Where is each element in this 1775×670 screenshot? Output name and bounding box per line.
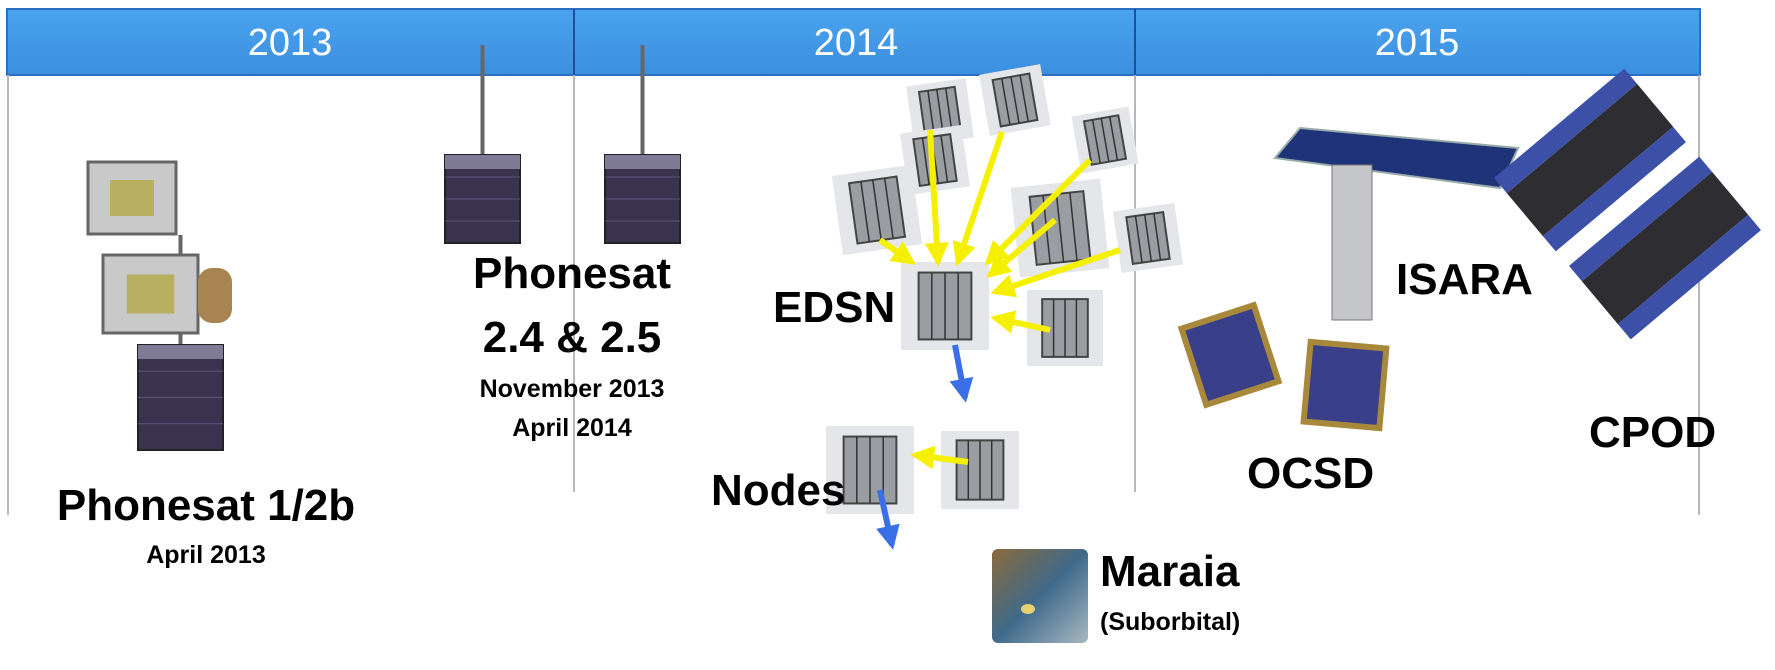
arrows (876, 129, 1121, 550)
cubesat-panel (1010, 76, 1020, 124)
cubesat-panel (927, 90, 936, 136)
cubesat-panel (1069, 192, 1078, 261)
phonesat (444, 45, 521, 244)
arrow (878, 237, 916, 265)
year-label: 2015 (1375, 22, 1460, 64)
cpod-panel (1617, 214, 1761, 340)
arrow (984, 157, 1093, 266)
cpod-body (1506, 83, 1674, 237)
cubesat-panel (1109, 116, 1119, 161)
mission-name: ISARA (1396, 255, 1533, 304)
cubesat (1071, 106, 1139, 174)
cubesat-panel (940, 135, 949, 183)
mission-name: 2.4 & 2.5 (483, 313, 662, 362)
cubesat (899, 124, 971, 196)
cpod-panel (1542, 126, 1686, 252)
cubesat (979, 64, 1051, 136)
phonesat (604, 45, 681, 244)
phonesat-top (138, 345, 223, 359)
solar-panel (1273, 126, 1520, 190)
cubesat (941, 431, 1019, 509)
arrow (876, 489, 900, 550)
ocsd-body (1300, 338, 1390, 432)
mission-note: (Suborbital) (1100, 608, 1240, 636)
cubesat (901, 262, 989, 350)
cubesat-frame (86, 160, 178, 236)
cubesat (1112, 202, 1184, 274)
maraia-image (992, 549, 1088, 643)
cpod-panel (1569, 156, 1713, 282)
cubesat-panel (1134, 215, 1143, 263)
cubesat-panel (1001, 78, 1011, 125)
frame-core (126, 274, 175, 314)
ocsd-body (1177, 301, 1283, 409)
mission-name: Phonesat 1/2b (57, 481, 355, 530)
cubesat-panel (860, 181, 871, 242)
mission-date: April 2014 (512, 414, 632, 442)
isara-body (1331, 164, 1373, 321)
year-label: 2014 (814, 22, 899, 64)
arrow (924, 129, 949, 267)
arrow (952, 131, 1005, 267)
frame-core (110, 180, 154, 216)
cubesat-panel (1153, 213, 1162, 261)
cubesat (831, 164, 923, 256)
cubesat-panel (1019, 75, 1029, 122)
mission-name: CPOD (1589, 408, 1716, 457)
lens (198, 268, 232, 323)
phonesat (137, 235, 224, 451)
cubesat-panel (1091, 119, 1101, 164)
cubesat-panel (1143, 214, 1153, 262)
arrow (990, 310, 1051, 334)
isara (1273, 126, 1520, 321)
cubesat-panel (883, 178, 894, 239)
illustrations (86, 45, 1761, 643)
header: 2013 2014 2015 (6, 8, 1701, 76)
phonesat-top (605, 155, 680, 169)
mission-name: Nodes (711, 466, 845, 515)
cubesat-panel (1055, 193, 1065, 263)
mission-date: November 2013 (480, 375, 665, 403)
mission-name: Maraia (1100, 547, 1240, 596)
cpod-panel (1494, 68, 1638, 194)
arrow (949, 344, 974, 403)
arrow (990, 247, 1121, 298)
mission-name: EDSN (773, 283, 895, 332)
phonesat-top (445, 155, 520, 169)
cubesat-panel (1100, 118, 1110, 162)
cubesat-panel (936, 89, 944, 135)
mission-date: April 2013 (146, 541, 266, 569)
cubesat-panel (921, 137, 930, 185)
capsule (1021, 604, 1035, 614)
cubesat-panel (944, 88, 953, 134)
cubesat (1010, 178, 1110, 278)
arrow (986, 217, 1057, 279)
cpod (1494, 68, 1686, 252)
labels: Phonesat 1/2b April 2013 Phonesat 2.4 & … (57, 249, 1716, 636)
mission-name: OCSD (1247, 449, 1374, 498)
mission-name: Phonesat (473, 249, 671, 298)
cubesat-panel (872, 179, 882, 241)
ocsd (1300, 338, 1390, 432)
cpod (1569, 156, 1761, 340)
ocsd (1177, 301, 1283, 409)
year-label: 2013 (248, 22, 333, 64)
header-bar (6, 8, 1701, 76)
cpod-body (1581, 171, 1749, 325)
cubesat-frame (101, 253, 200, 335)
arrow (910, 445, 969, 470)
